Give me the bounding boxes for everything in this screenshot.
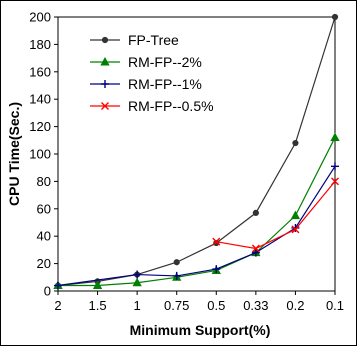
y-tick-label: 0 [44, 284, 51, 299]
data-point [172, 271, 181, 280]
series-line [216, 181, 336, 250]
series-0 [54, 13, 339, 289]
data-point [133, 270, 142, 279]
data-point [291, 225, 300, 234]
legend-marker [101, 36, 109, 44]
series-line [57, 166, 336, 287]
x-tick-label: 0.75 [164, 298, 189, 313]
series-1 [53, 132, 340, 290]
data-point [331, 177, 339, 186]
y-tick-label: 160 [29, 64, 51, 79]
axes: 0 20 40 60 80 100 120 140 160 180 200 2 1.5 1 0.75 0.5 0… [29, 10, 344, 314]
x-tick-label: 0.1 [326, 298, 344, 313]
x-axis-title: Minimum Support(%) [130, 322, 271, 338]
legend-marker [101, 102, 109, 110]
series-3 [212, 177, 339, 253]
legend-item: RM-FP--0.5% [90, 98, 214, 114]
y-axis-title: CPU Time(Sec.) [6, 102, 22, 206]
y-tick-label: 100 [29, 147, 51, 162]
y-tick-label: 140 [29, 92, 51, 107]
y-tick-label: 120 [29, 119, 51, 134]
data-point [132, 277, 142, 287]
data-point [252, 209, 259, 217]
y-tick-label: 180 [29, 37, 51, 52]
legend-item: FP-Tree [90, 32, 179, 48]
y-tick-label: 200 [29, 10, 51, 25]
data-point [212, 237, 221, 246]
data-point [292, 139, 299, 147]
x-tick-label: 0.2 [286, 298, 304, 313]
legend-marker [101, 80, 109, 88]
data-point [291, 223, 300, 232]
y-tick-label: 80 [37, 174, 51, 189]
data-point [330, 132, 340, 142]
series-line [58, 137, 336, 287]
legend-label: RM-FP--2% [128, 54, 202, 70]
data-point [251, 248, 260, 257]
data-point [251, 244, 260, 253]
legend-marker [100, 56, 110, 66]
data-point [212, 265, 221, 274]
series-2 [54, 162, 339, 290]
y-tick-label: 60 [37, 201, 51, 216]
data-point [331, 162, 339, 171]
x-tick-label: 2 [54, 298, 61, 313]
y-tick-label: 40 [37, 229, 51, 244]
data-point [92, 280, 103, 290]
series-line [57, 16, 336, 287]
series-layer [53, 13, 340, 290]
data-point [54, 281, 62, 290]
legend: FP-Tree RM-FP--2% RM-FP--1% RM-FP--0.5% [90, 32, 214, 114]
legend-label: RM-FP--1% [128, 76, 202, 92]
data-point [173, 259, 180, 266]
legend-item: RM-FP--2% [90, 54, 202, 70]
x-tick-label: 0.33 [243, 298, 268, 313]
legend-item: RM-FP--1% [90, 76, 202, 92]
x-tick-label: 1.5 [89, 298, 107, 313]
x-tick-label: 1 [134, 298, 141, 313]
data-point [331, 13, 339, 21]
data-point [290, 210, 301, 220]
legend-label: RM-FP--0.5% [128, 98, 214, 114]
x-tick-label: 0.5 [207, 298, 225, 313]
y-tick-label: 20 [37, 256, 51, 271]
legend-label: FP-Tree [128, 32, 179, 48]
